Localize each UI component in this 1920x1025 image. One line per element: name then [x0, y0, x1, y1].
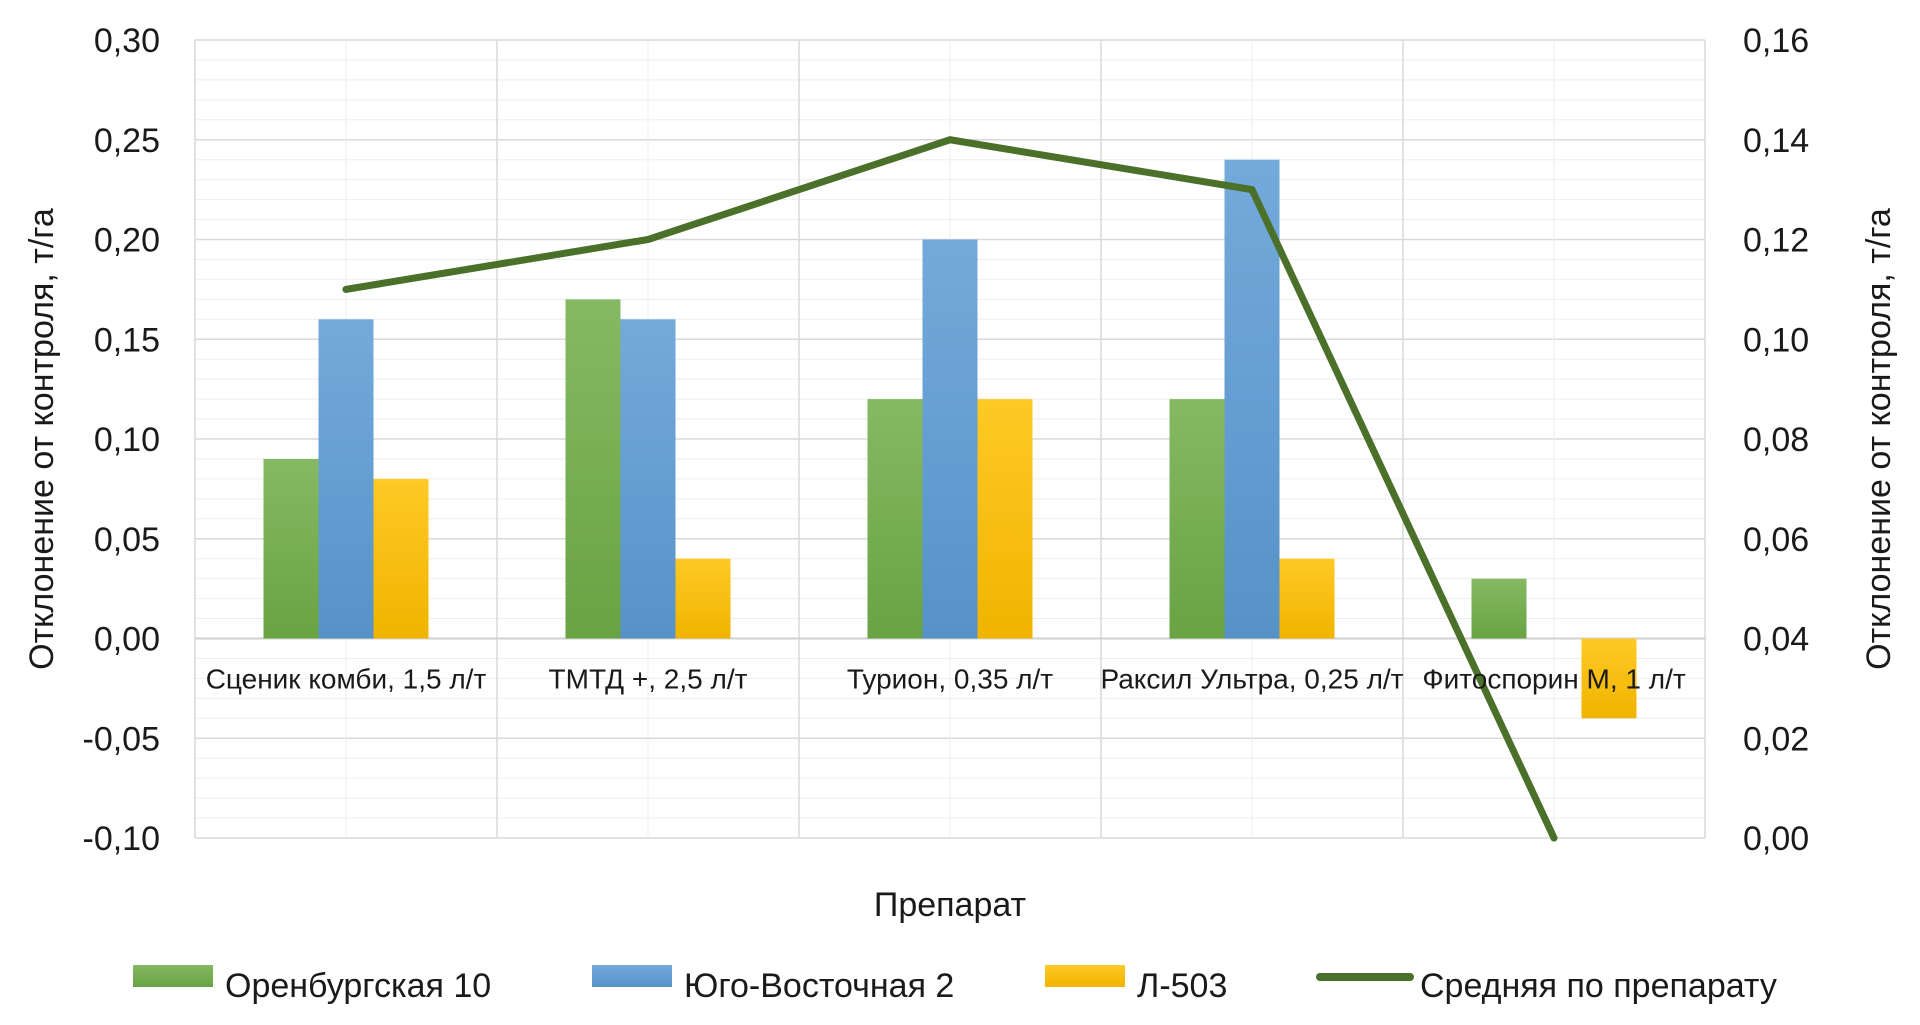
y-tick-label: 0,25 [94, 122, 160, 160]
y-tick-label: 0,20 [94, 222, 160, 260]
legend-label-л-503: Л-503 [1137, 967, 1227, 1005]
y-tick-label: 0,10 [94, 421, 160, 459]
y2-tick-label: 0,06 [1743, 521, 1809, 559]
bar-юго-восточная-2-4 [1224, 159, 1280, 639]
y2-axis-title: Отклонение от контроля, т/га [1860, 208, 1898, 670]
average-line-point-4 [1248, 186, 1256, 194]
average-line-point-2 [644, 236, 652, 243]
y2-tick-label: 0,14 [1743, 122, 1809, 160]
labels: -0,10 -0,05 0,00 0,05 0,10 0,15 0,20 0,25 0,30 0,… [23, 22, 1898, 924]
category-label: Сценик комби, 1,5 л/т [206, 664, 487, 695]
y-axis-title: Отклонение от контроля, т/га [23, 208, 61, 670]
bar-л-503-5 [1581, 638, 1637, 719]
category-label: Турион, 0,35 л/т [847, 664, 1053, 695]
bar-юго-восточная-2-2 [620, 319, 676, 639]
x-axis-title: Препарат [874, 886, 1026, 924]
y-tick-label: 0,15 [94, 321, 160, 359]
y2-tick-label: 0,16 [1743, 22, 1809, 60]
average-line-point-1 [342, 285, 350, 293]
bar-л-503-2 [675, 558, 731, 639]
bar-л-503-3 [977, 399, 1033, 639]
category-label: ТМТД +, 2,5 л/т [549, 664, 748, 695]
bar-оренбургская-10-4 [1169, 399, 1225, 639]
bar-оренбургская-10-3 [867, 399, 923, 639]
legend-label-средняя-по-препарату: Средняя по препарату [1420, 967, 1777, 1005]
y-tick-label: 0,30 [94, 22, 160, 60]
bars [263, 159, 1637, 719]
y2-tick-label: 0,12 [1743, 222, 1809, 260]
bar-л-503-4 [1279, 558, 1335, 639]
y2-tick-label: 0,04 [1743, 621, 1809, 659]
bar-оренбургская-10-1 [263, 458, 319, 639]
average-line-point-5 [1550, 834, 1558, 842]
legend: Оренбургская 10 Юго-Восточная 2 Л-503 Средн… [133, 965, 1777, 1005]
y2-tick-label: 0,02 [1743, 720, 1809, 758]
bar-юго-восточная-2-1 [318, 319, 374, 639]
category-label: Фитоспорин М, 1 л/т [1422, 664, 1686, 695]
y-tick-label: -0,10 [83, 820, 161, 858]
category-label: Раксил Ультра, 0,25 л/т [1100, 664, 1403, 695]
y2-tick-label: 0,10 [1743, 321, 1809, 359]
y-tick-label: 0,05 [94, 521, 160, 559]
legend-swatch-юго-восточная-2 [592, 965, 672, 987]
y2-tick-label: 0,08 [1743, 421, 1809, 459]
average-line-point-3 [946, 136, 954, 144]
legend-label-оренбургская-10: Оренбургская 10 [225, 967, 491, 1005]
bar-юго-восточная-2-3 [922, 239, 978, 639]
legend-label-юго-восточная-2: Юго-Восточная 2 [684, 967, 954, 1005]
y-tick-label: -0,05 [83, 720, 161, 758]
bar-оренбургская-10-2 [565, 299, 621, 639]
bar-л-503-1 [373, 478, 429, 639]
bar-оренбургская-10-5 [1471, 578, 1527, 639]
legend-swatch-оренбургская-10 [133, 965, 213, 987]
y2-tick-label: 0,00 [1743, 820, 1809, 858]
y-tick-label: 0,00 [94, 621, 160, 659]
legend-swatch-л-503 [1045, 965, 1125, 987]
average-line-layer [342, 136, 1558, 842]
